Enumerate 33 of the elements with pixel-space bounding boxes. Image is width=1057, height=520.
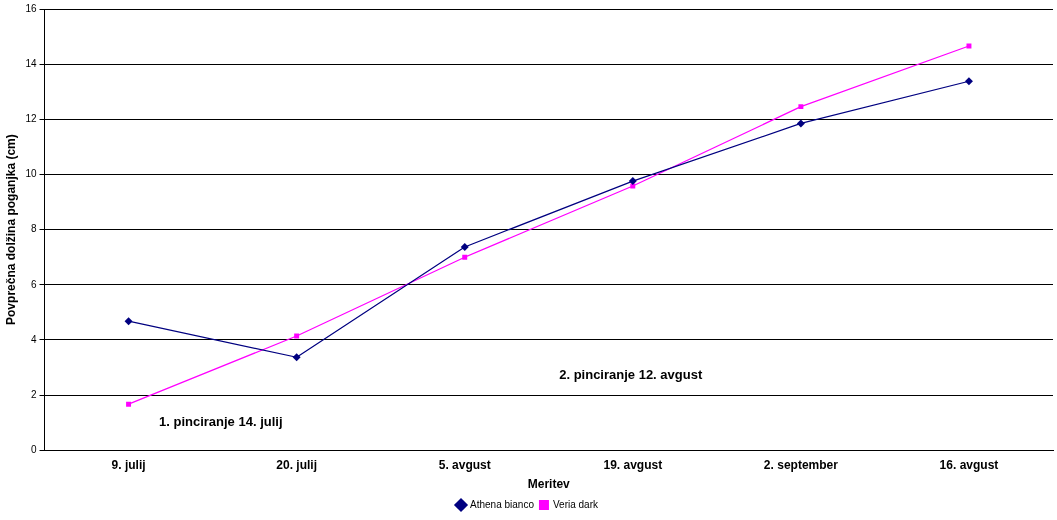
point [462,254,468,260]
y-tick-label: 16 [25,2,37,14]
point [798,104,804,110]
point [796,119,805,128]
legend-label: Veria dark [552,498,599,510]
x-tick-label: 20. julij [276,457,317,472]
x-tick-label: 2. september [763,457,839,472]
legend-label: Athena bianco [470,498,535,510]
y-tick-label: 12 [25,113,37,125]
point [124,317,133,326]
x-tick-label: 16. avgust [939,457,999,472]
point [460,242,469,251]
x-tick-label: 19. avgust [603,457,663,472]
y-tick-label: 10 [25,168,37,180]
y-tick-label: 2 [30,388,37,400]
point [630,183,636,189]
x-tick-label: 9. julij [111,457,146,472]
y-axis-title: Povprečna dolžina poganjka (cm) [3,134,18,325]
point [294,333,300,339]
point [292,353,301,362]
y-tick-label: 0 [30,443,37,455]
point [628,177,637,186]
y-tick-label: 6 [30,278,37,290]
annotation: 1. pinciranje 14. julij [158,414,283,430]
point [126,401,132,407]
point [964,77,973,86]
y-tick-label: 4 [30,333,37,345]
point [966,43,972,49]
y-tick-label: 8 [30,223,37,235]
x-axis-title: Meritev [527,477,571,492]
x-tick-label: 5. avgust [438,457,491,472]
y-tick-label: 14 [25,57,37,69]
annotation: 2. pinciranje 12. avgust [559,367,703,383]
